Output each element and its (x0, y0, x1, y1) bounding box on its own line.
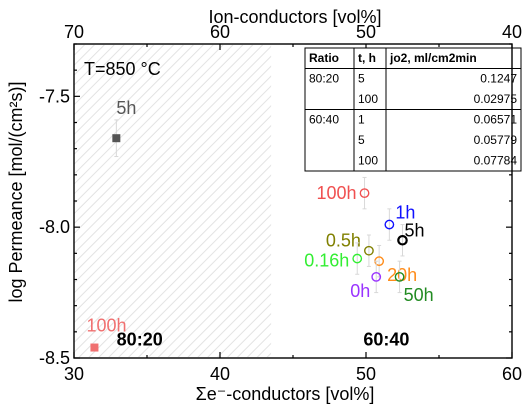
table-cell: 0.05779 (474, 133, 518, 147)
point-label: 5h (116, 98, 136, 118)
point-label: 100h (86, 316, 126, 336)
table-header: jo2, ml/cm2min (389, 51, 477, 65)
data-point (112, 134, 121, 143)
point-label: 100h (316, 183, 356, 203)
table-cell: 0.1247 (480, 72, 517, 86)
point-label: 50h (404, 285, 434, 305)
data-point (364, 245, 374, 256)
table-header: Ratio (309, 51, 339, 65)
table-cell: 60:40 (309, 113, 339, 127)
y-tick-label: -7.5 (39, 86, 70, 106)
y-axis-title: log Permeance [mol/(cm²s)] (6, 81, 26, 302)
condition-label: T=850 °C (84, 59, 161, 79)
data-point (384, 219, 395, 230)
data-point (352, 253, 363, 264)
point-label: 0.5h (326, 231, 361, 251)
table-cell: 5 (358, 72, 365, 86)
table-cell: 100 (358, 92, 378, 106)
data-point (397, 234, 408, 246)
data-point (371, 271, 382, 282)
table-cell: 80:20 (309, 72, 339, 86)
point-label: 5h (405, 220, 425, 240)
table-cell: 100 (358, 154, 378, 168)
tick-labels: 30 40 50 60 70 60 50 40 -7.5 -8.0 -8.5 (39, 22, 522, 384)
table-cell: 1 (358, 113, 365, 127)
data-table: Ratio t, h jo2, ml/cm2min 80:20 5 0.1247 100 0.… (304, 47, 522, 172)
x2-tick-label: 70 (64, 22, 84, 42)
region-label: 80:20 (117, 330, 163, 350)
table-cell: 0.07784 (474, 154, 518, 168)
region-labels: 80:20 60:40 (117, 330, 410, 350)
table-header: t, h (358, 51, 376, 65)
table-cell: 5 (358, 133, 365, 147)
x2-tick-label: 40 (502, 22, 522, 42)
point-label: 0h (350, 281, 370, 301)
table-cell: 0.02975 (474, 92, 518, 106)
hatched-region (74, 45, 272, 357)
x-tick-label: 40 (210, 364, 230, 384)
x-tick-label: 30 (64, 364, 84, 384)
y-tick-label: -8.0 (39, 217, 70, 237)
data-point (394, 271, 405, 282)
x-axis-title: Σe⁻-conductors [vol%] (196, 384, 375, 404)
point-label: 1h (395, 203, 415, 223)
x2-tick-label: 60 (210, 22, 230, 42)
plot-frame (73, 43, 513, 359)
x-tick-label: 60 (502, 364, 522, 384)
y-tick-label: -8.5 (39, 348, 70, 368)
point-label: 20h (387, 265, 417, 285)
x2-tick-label: 50 (356, 22, 376, 42)
x-tick-label: 50 (356, 364, 376, 384)
table-cell: 0.06571 (474, 113, 518, 127)
data-point (359, 188, 370, 199)
point-label: 0.16h (304, 251, 349, 271)
x2-axis-title: Ion-conductors [vol%] (208, 7, 381, 27)
region-label: 60:40 (363, 330, 409, 350)
data-point (90, 343, 99, 352)
